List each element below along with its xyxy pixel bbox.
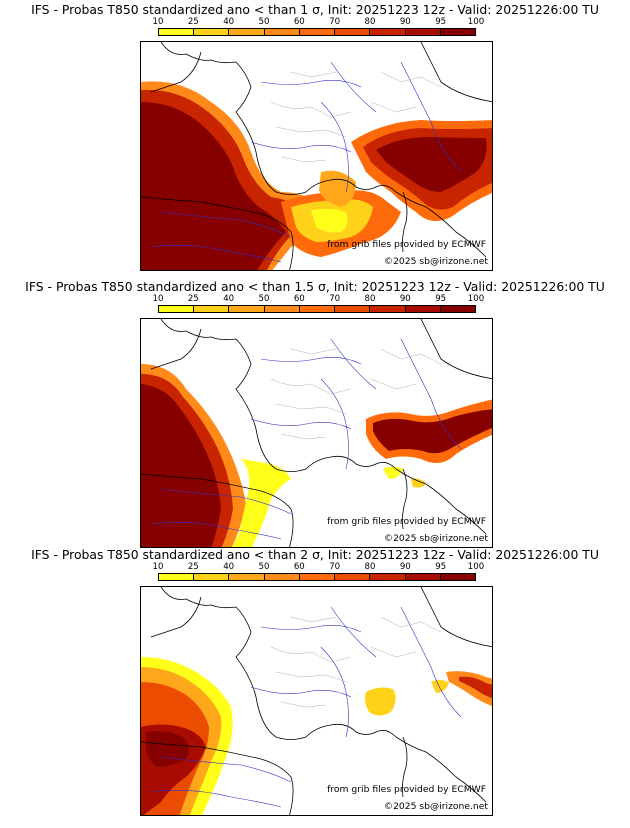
probability-shading	[141, 657, 492, 815]
colorbar-cell	[229, 306, 265, 312]
colorbar-cell	[335, 306, 371, 312]
colorbar-tick: 100	[467, 294, 485, 304]
colorbar-tick: 25	[187, 294, 199, 304]
colorbar-cell	[159, 574, 195, 580]
colorbar-cell	[264, 574, 300, 580]
colorbar-tick: 10	[152, 562, 164, 572]
colorbar-cell	[440, 29, 475, 35]
colorbar	[158, 28, 476, 36]
colorbar-tick: 60	[293, 17, 305, 27]
coastlines	[141, 42, 492, 270]
map-canvas	[141, 42, 492, 270]
copyright-credit: ©2025 sb@irizone.net	[383, 533, 488, 544]
colorbar-tick: 80	[364, 17, 376, 27]
map-canvas	[141, 587, 492, 815]
colorbar-cell	[264, 29, 300, 35]
colorbar-tick: 70	[329, 562, 341, 572]
colorbar-cell	[370, 29, 406, 35]
probability-map: from grib files provided by ECMWF ©2025 …	[140, 41, 493, 271]
probability-shading	[141, 364, 492, 547]
colorbar-tick: 50	[258, 562, 270, 572]
data-source-credit: from grib files provided by ECMWF	[327, 784, 486, 795]
colorbar-tick: 95	[435, 17, 447, 27]
colorbar-tick: 50	[258, 294, 270, 304]
admin-borders	[270, 616, 442, 708]
colorbar-cell	[194, 29, 230, 35]
copyright-credit: ©2025 sb@irizone.net	[383, 801, 488, 812]
map-panel-3: IFS - Probas T850 standardized ano < tha…	[0, 548, 630, 818]
admin-borders	[270, 348, 442, 440]
copyright-credit: ©2025 sb@irizone.net	[383, 256, 488, 267]
colorbar-tick: 100	[467, 17, 485, 27]
colorbar-cell	[405, 306, 441, 312]
colorbar-tick: 50	[258, 17, 270, 27]
panel-title: IFS - Probas T850 standardized ano < tha…	[31, 547, 599, 562]
panel-title: IFS - Probas T850 standardized ano < tha…	[25, 279, 605, 294]
coastlines	[141, 319, 492, 547]
admin-borders	[270, 71, 442, 163]
colorbar-tick: 80	[364, 562, 376, 572]
colorbar-tick: 95	[435, 562, 447, 572]
colorbar-tick: 10	[152, 17, 164, 27]
colorbar-tick: 90	[399, 562, 411, 572]
probability-map: from grib files provided by ECMWF ©2025 …	[140, 318, 493, 548]
colorbar-cell	[370, 574, 406, 580]
colorbar-cell	[229, 29, 265, 35]
colorbar-cell	[159, 306, 195, 312]
colorbar-cell	[370, 306, 406, 312]
colorbar-cell	[440, 574, 475, 580]
colorbar-cell	[159, 29, 195, 35]
panel-title: IFS - Probas T850 standardized ano < tha…	[31, 2, 599, 17]
coastlines	[141, 587, 492, 815]
colorbar-ticks: 10 25 40 50 60 70 80 90 95 100	[153, 562, 485, 572]
colorbar-tick: 40	[223, 562, 235, 572]
map-canvas	[141, 319, 492, 547]
colorbar-tick: 80	[364, 294, 376, 304]
colorbar-cell	[299, 29, 336, 35]
colorbar-cell	[194, 574, 230, 580]
data-source-credit: from grib files provided by ECMWF	[327, 516, 486, 527]
colorbar-tick: 70	[329, 294, 341, 304]
colorbar-ticks: 10 25 40 50 60 70 80 90 95 100	[153, 17, 485, 27]
colorbar-cell	[335, 29, 371, 35]
colorbar-cell	[440, 306, 475, 312]
colorbar-cell	[194, 306, 230, 312]
colorbar-tick: 90	[399, 17, 411, 27]
colorbar-tick: 90	[399, 294, 411, 304]
rivers	[150, 606, 462, 808]
colorbar-tick: 70	[329, 17, 341, 27]
colorbar-tick: 40	[223, 294, 235, 304]
colorbar-tick: 40	[223, 17, 235, 27]
colorbar-tick: 100	[467, 562, 485, 572]
map-panel-1: IFS - Probas T850 standardized ano < tha…	[0, 3, 630, 273]
colorbar-ticks: 10 25 40 50 60 70 80 90 95 100	[153, 294, 485, 304]
colorbar-cell	[299, 306, 336, 312]
colorbar-cell	[229, 574, 265, 580]
map-panel-2: IFS - Probas T850 standardized ano < tha…	[0, 280, 630, 550]
colorbar-tick: 95	[435, 294, 447, 304]
rivers	[150, 338, 462, 540]
colorbar-tick: 60	[293, 294, 305, 304]
colorbar-tick: 25	[187, 17, 199, 27]
colorbar-tick: 60	[293, 562, 305, 572]
probability-shading	[141, 81, 492, 270]
colorbar	[158, 305, 476, 313]
probability-map: from grib files provided by ECMWF ©2025 …	[140, 586, 493, 816]
colorbar-cell	[405, 574, 441, 580]
data-source-credit: from grib files provided by ECMWF	[327, 239, 486, 250]
colorbar-cell	[405, 29, 441, 35]
colorbar-tick: 25	[187, 562, 199, 572]
colorbar	[158, 573, 476, 581]
colorbar-cell	[264, 306, 300, 312]
colorbar-cell	[299, 574, 336, 580]
colorbar-tick: 10	[152, 294, 164, 304]
colorbar-cell	[335, 574, 371, 580]
rivers	[150, 61, 462, 263]
